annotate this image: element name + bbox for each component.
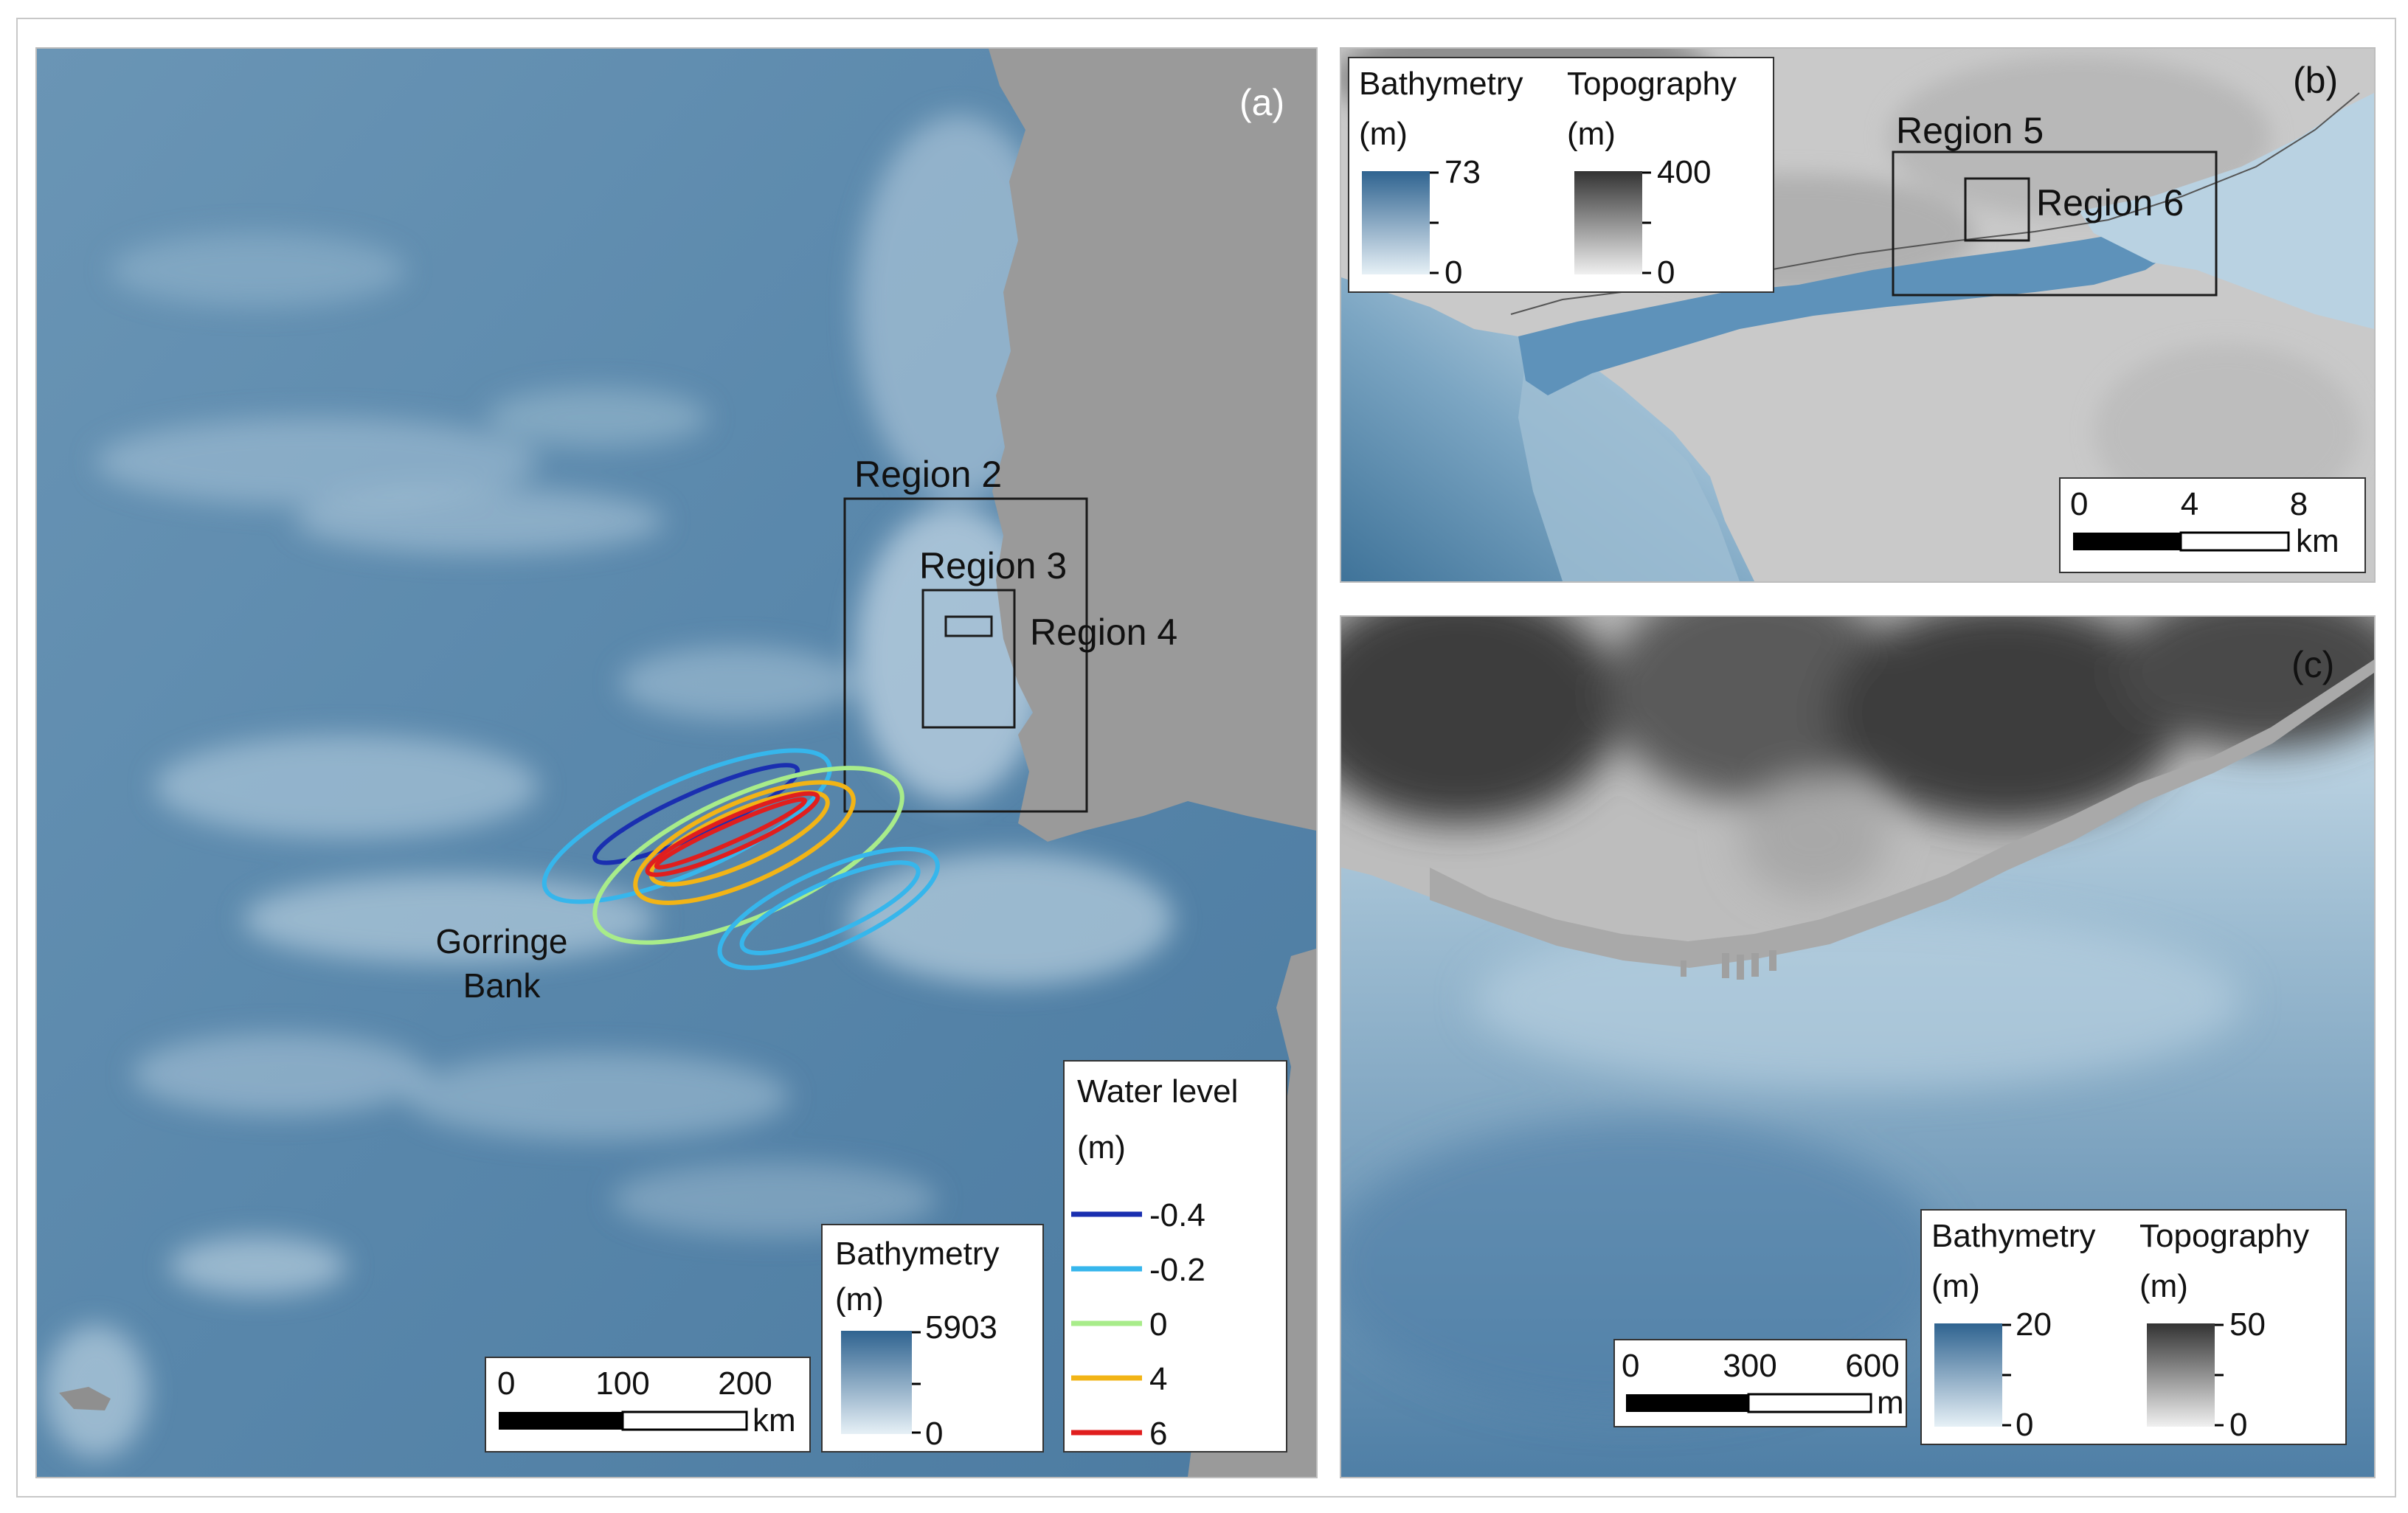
bathy-a-max: 5903 [925, 1309, 997, 1346]
bathy-c-unit: (m) [1931, 1268, 1980, 1304]
panel-c-letter: (c) [2291, 644, 2334, 685]
gorringe-bank-label-line1: Gorringe [436, 922, 568, 960]
scale-b-unit: km [2296, 523, 2339, 559]
bathy-a-ramp [841, 1331, 912, 1434]
panel-b-letter: (b) [2293, 60, 2338, 101]
contour-minus-0-4 [592, 763, 800, 865]
bathy-b-title: Bathymetry [1359, 66, 1523, 102]
scale-c-tick-1: 300 [1723, 1348, 1776, 1384]
scale-c-unit: m [1877, 1385, 1904, 1421]
contour-4-inner [648, 790, 830, 887]
bathymetry-topography-legend-c: Bathymetry (m) 20 0 Topography (m) 50 0 [1920, 1209, 2347, 1445]
panel-a-letter: (a) [1239, 82, 1284, 123]
water-level-legend: Water level (m) -0.4 -0.2 0 4 6 [1063, 1060, 1287, 1453]
region-2-box [843, 497, 1088, 813]
bathy-c-title: Bathymetry [1931, 1218, 2096, 1254]
topo-c-max: 50 [2229, 1306, 2266, 1343]
land-iberia [989, 49, 1316, 842]
contour-minus-0-2-upper [542, 748, 832, 904]
bathy-a-title: Bathymetry [835, 1236, 1000, 1272]
scale-a-tick-0: 0 [497, 1365, 515, 1402]
contour-4-outer [633, 780, 856, 905]
wl-value-2: 0 [1149, 1306, 1167, 1343]
scale-c-tick-2: 600 [1845, 1348, 1899, 1384]
scale-b-tick-0: 0 [2070, 486, 2088, 522]
water-level-contours [542, 748, 940, 970]
island-madeira [59, 1387, 111, 1410]
south-shore-sea-b [1518, 359, 1740, 581]
contour-minus-0-2-lower [717, 846, 940, 970]
region-5-label: Region 5 [1896, 110, 2044, 151]
scale-bar-b: 0 4 8 km [2059, 477, 2366, 573]
bathy-c-min: 0 [2016, 1407, 2033, 1443]
urban-waterfront-c [1430, 659, 2374, 968]
topo-c-unit: (m) [2139, 1268, 2188, 1304]
region-5-box [1892, 150, 2218, 297]
wl-title: Water level [1077, 1073, 1238, 1109]
bathy-b-ramp [1362, 171, 1430, 274]
region-3-label: Region 3 [919, 545, 1067, 586]
contour-minus-0-2-lower-inner [739, 860, 921, 955]
bathy-b-unit: (m) [1359, 116, 1408, 152]
bathy-c-max: 20 [2016, 1306, 2052, 1343]
scale-c-tick-0: 0 [1622, 1348, 1639, 1384]
wl-value-4: 6 [1149, 1416, 1167, 1452]
scale-a-tick-1: 100 [595, 1365, 649, 1402]
region-3-box [921, 589, 1016, 729]
bathy-b-min: 0 [1445, 255, 1462, 291]
wl-unit: (m) [1077, 1129, 1126, 1166]
topo-c-title: Topography [2139, 1218, 2309, 1254]
wl-value-0: -0.4 [1149, 1197, 1205, 1233]
panel-c-map-svg: (c) 0 300 600 m Bathymetry (m) 20 0 Topo… [1341, 617, 2374, 1477]
panel-b-estuary-map: Region 5 Region 6 (b) Bathymetry (m) 73 … [1340, 47, 2376, 583]
bathy-b-max: 73 [1445, 154, 1481, 190]
docks-c [1681, 950, 1776, 980]
topo-c-min: 0 [2229, 1407, 2247, 1443]
bathy-a-min: 0 [925, 1416, 943, 1452]
topo-b-min: 0 [1657, 255, 1675, 291]
panel-c-coastal-detail: (c) 0 300 600 m Bathymetry (m) 20 0 Topo… [1340, 615, 2376, 1478]
scale-b-tick-1: 4 [2181, 486, 2198, 522]
bathy-a-unit: (m) [835, 1281, 884, 1318]
scale-b-tick-2: 8 [2290, 486, 2308, 522]
region-4-box [944, 615, 993, 637]
contour-6-outer [645, 791, 820, 877]
region-6-box [1964, 177, 2030, 242]
region-4-label: Region 4 [1030, 612, 1177, 653]
estuary-inner-bay [2079, 93, 2374, 329]
topo-b-ramp [1574, 171, 1642, 274]
topo-b-max: 400 [1657, 154, 1711, 190]
topo-b-title: Topography [1567, 66, 1737, 102]
region-2-label: Region 2 [854, 454, 1002, 495]
panel-a-map-svg: Region 2 Region 3 Region 4 Gorringe Bank… [37, 49, 1316, 1477]
contour-6-inner [654, 797, 807, 870]
bathymetry-legend-a: Bathymetry (m) 5903 0 [821, 1224, 1044, 1453]
gorringe-bank-label-line2: Bank [463, 966, 542, 1005]
tagus-estuary-channel [1518, 232, 2167, 395]
topography-relief-c [1341, 617, 2374, 897]
scale-a-tick-2: 200 [718, 1365, 772, 1402]
wl-value-3: 4 [1149, 1361, 1167, 1397]
region-6-label: Region 6 [2036, 182, 2184, 224]
scale-a-unit: km [752, 1402, 796, 1438]
topo-b-unit: (m) [1567, 116, 1616, 152]
scale-bar-c: 0 300 600 m [1613, 1339, 1907, 1427]
scale-bar-a: 0 100 200 km [485, 1357, 811, 1453]
topo-c-ramp [2147, 1323, 2215, 1427]
bathy-c-ramp [1934, 1323, 2002, 1427]
panel-b-map-svg: Region 5 Region 6 (b) Bathymetry (m) 73 … [1341, 49, 2374, 581]
wl-value-1: -0.2 [1149, 1252, 1205, 1288]
panel-a-ocean-map: Region 2 Region 3 Region 4 Gorringe Bank… [35, 47, 1318, 1478]
bathymetry-topography-legend-b: Bathymetry (m) 73 0 Topography (m) 400 0 [1348, 57, 1774, 293]
